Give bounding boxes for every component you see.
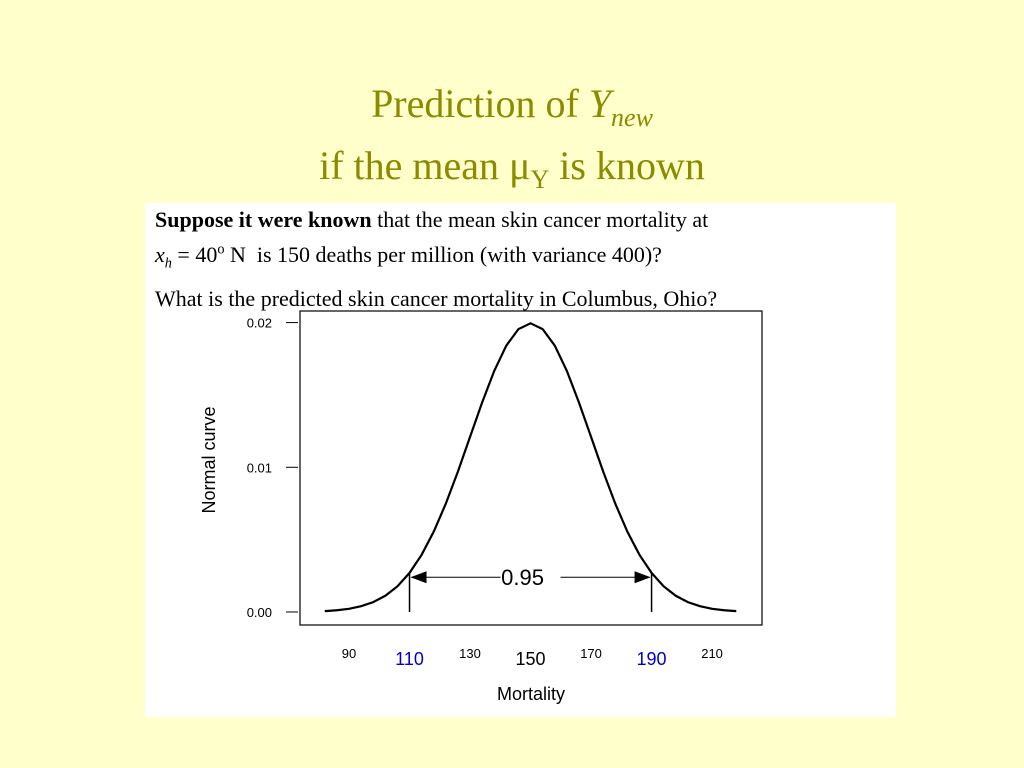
annotation-label: 0.95 [501, 565, 544, 590]
text-superscript: o [217, 241, 225, 258]
arrowhead [410, 571, 427, 584]
y-tick-label: 0.02 [247, 316, 272, 331]
text-subscript: h [164, 255, 172, 272]
y-axis-label: Normal curve [199, 406, 219, 513]
text-line-3: What is the predicted skin cancer mortal… [155, 286, 717, 312]
text: What is the predicted skin cancer mortal… [155, 286, 718, 311]
text: N is 150 deaths per million (with varian… [224, 242, 662, 267]
title-symbol: Y [588, 81, 612, 126]
text: = 40 [171, 242, 218, 267]
text: that the mean skin cancer mortality at [371, 207, 709, 232]
curve [324, 322, 737, 613]
text-line-1: Suppose it were known that the mean skin… [155, 207, 708, 233]
y-tick-label: 0.00 [247, 605, 272, 620]
title-text: is known [549, 143, 705, 188]
x-tick-label: 90 [342, 646, 356, 661]
x-highlight-label: 150 [516, 649, 546, 669]
title-text: if the mean [319, 143, 510, 188]
title-line-2: if the mean μY is known [0, 142, 1024, 193]
y-tick-label: 0.01 [247, 460, 272, 475]
plot-frame [299, 310, 763, 626]
title-subscript: new [611, 103, 653, 132]
x-tick-label: 210 [701, 646, 723, 661]
x-tick-label: 170 [580, 646, 602, 661]
text-symbol: x [155, 242, 165, 267]
title-subscript: Y [530, 165, 550, 194]
text-line-2: xh = 40o N is 150 deaths per million (wi… [155, 241, 662, 272]
x-highlight-label: 190 [637, 649, 667, 669]
text-bold: Suppose it were known [155, 207, 372, 232]
x-highlight-label: 110 [395, 649, 424, 669]
x-axis-label: Mortality [497, 684, 565, 704]
title-text: Prediction of [371, 81, 589, 126]
title-line-1: Prediction of Ynew [0, 80, 1024, 131]
content-panel [145, 203, 896, 717]
title-symbol: μ [509, 143, 531, 188]
x-tick-label: 130 [459, 646, 481, 661]
arrowhead [634, 571, 651, 584]
